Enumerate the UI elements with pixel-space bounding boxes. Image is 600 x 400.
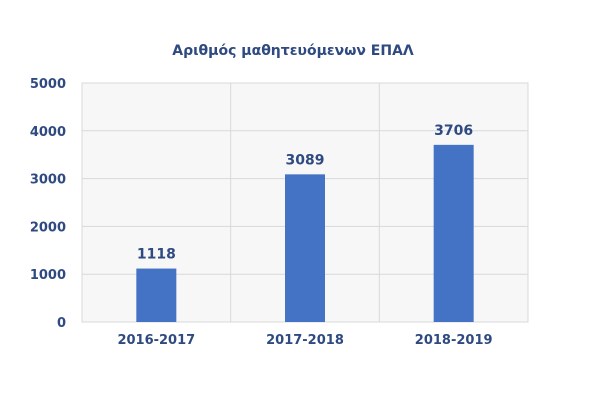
y-tick-label: 0 [57, 316, 66, 331]
y-tick-label: 5000 [30, 77, 66, 92]
bar [136, 268, 177, 322]
x-tick-label: 2016-2017 [117, 333, 195, 348]
y-tick-label: 2000 [30, 220, 66, 235]
y-tick-label: 4000 [30, 125, 66, 140]
y-tick-label: 3000 [30, 173, 66, 188]
chart-title: Αριθμός μαθητευόμενων ΕΠΑΛ [172, 43, 414, 59]
x-tick-label: 2017-2018 [266, 333, 344, 348]
bar [433, 144, 474, 322]
bar [285, 174, 325, 322]
data-label: 3089 [286, 152, 325, 168]
data-label: 3706 [434, 123, 473, 139]
data-label: 1118 [137, 247, 176, 263]
x-tick-label: 2018-2019 [415, 333, 493, 348]
y-tick-label: 1000 [30, 268, 66, 283]
